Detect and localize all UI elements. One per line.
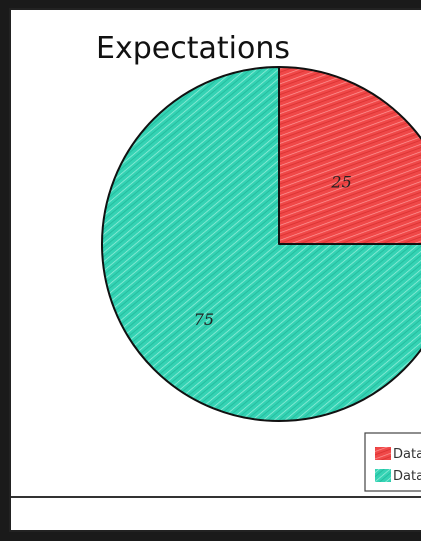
pie-value-labels: 25 75 (194, 172, 352, 329)
pie-slice-1 (278, 66, 421, 245)
legend-box (364, 432, 421, 492)
chart-title: Expectations (96, 31, 290, 66)
legend-swatch (375, 447, 391, 460)
slice-value-label: 75 (194, 310, 214, 329)
footer-divider (11, 496, 421, 498)
pie-slice-2 (101, 66, 421, 422)
legend-swatch (375, 469, 391, 482)
pie-slices (101, 66, 421, 422)
chart-canvas: Expectations 25 75 Data 1 Data 2 (9, 8, 421, 532)
pie-chart: Expectations 25 75 Data 1 Data 2 (96, 31, 421, 492)
legend-label: Data 2 (393, 469, 421, 484)
chart-legend: Data 1 Data 2 (364, 432, 421, 492)
slice-value-label: 25 (330, 172, 351, 191)
legend-label: Data 1 (393, 447, 421, 462)
